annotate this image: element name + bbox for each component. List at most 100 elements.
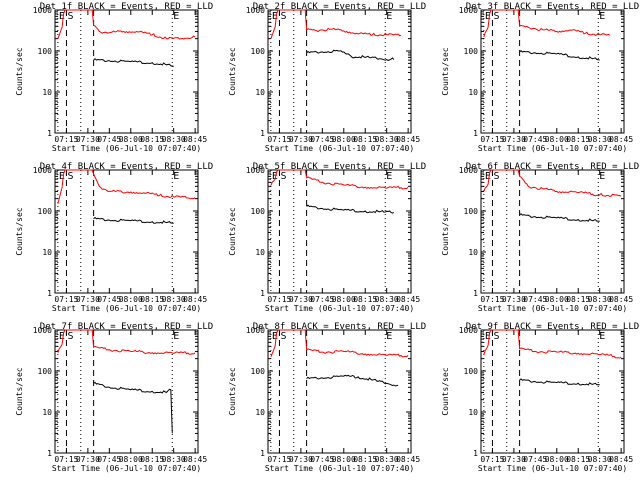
panel-2-series-lld-line: [270, 9, 402, 39]
panel-7-marker-label: E: [173, 331, 179, 342]
panel-1-x-tick-label: 08:30: [162, 135, 186, 144]
panel-8-x-tick-label: 08:15: [353, 455, 377, 464]
panel-4-series-events-line: [93, 216, 174, 224]
panel-3-x-axis-label: Start Time (06-Jul-10 07:07:40): [478, 144, 627, 153]
panel-1-y-tick-label: 100: [38, 47, 53, 56]
panel-1-marker-label: E: [59, 11, 65, 22]
panel-9-x-tick-label: 07:30: [502, 455, 526, 464]
panel-7-series-events-line: [93, 381, 173, 434]
panel-3-y-tick-label: 10: [468, 88, 478, 97]
panel-2-y-tick-label: 100: [251, 47, 266, 56]
panel-5-plot-frame: [267, 169, 412, 294]
panel-6-title: Det 6f BLACK = Events, RED = LLD: [466, 162, 639, 172]
panel-2-x-tick-label: 08:15: [353, 135, 377, 144]
panel-4-y-tick-label: 1: [47, 289, 52, 298]
panel-3-marker-label: E: [485, 11, 491, 22]
panel-9-marker-label: E: [485, 331, 491, 342]
panel-3-x-tick-label: 07:15: [480, 135, 504, 144]
panel-8-x-tick-label: 08:45: [396, 455, 420, 464]
panel-7-x-tick-label: 07:15: [54, 455, 78, 464]
panel-7-x-tick-label: 08:45: [183, 455, 207, 464]
panel-1-y-tick-label: 10: [42, 88, 52, 97]
panel-6-y-tick-label: 1: [473, 289, 478, 298]
panel-6-y-tick-label: 1000: [459, 166, 478, 175]
panel-9-x-tick-label: 07:15: [480, 455, 504, 464]
panel-6-marker-label: S: [493, 171, 499, 182]
panel-6-x-tick-label: 07:30: [502, 295, 526, 304]
panel-2-x-tick-label: 08:00: [332, 135, 356, 144]
panel-1-x-axis-label: Start Time (06-Jul-10 07:07:40): [52, 144, 201, 153]
panel-1-title: Det 1f BLACK = Events, RED = LLD: [40, 2, 213, 12]
panel-5-x-tick-label: 07:45: [310, 295, 334, 304]
panel-4-y-tick-label: 1000: [33, 166, 52, 175]
panel-2-plot-frame: [267, 9, 412, 134]
panel-7-y-axis-label: Counts/sec: [15, 367, 24, 415]
panel-6-x-tick-label: 08:30: [588, 295, 612, 304]
panel-5-y-tick-label: 100: [251, 207, 266, 216]
panel-8-x-axis-label: Start Time (06-Jul-10 07:07:40): [265, 464, 414, 473]
panel-7-x-tick-label: 07:30: [76, 455, 100, 464]
panel-7-marker-label: E: [59, 331, 65, 342]
panel-7-series-lld-line: [57, 329, 196, 355]
panel-5-marker-label: S: [280, 171, 286, 182]
panel-4-y-axis-label: Counts/sec: [15, 207, 24, 255]
panel-4-y-tick-label: 100: [38, 207, 53, 216]
panel-8-x-tick-label: 08:30: [375, 455, 399, 464]
panel-1-x-tick-label: 08:45: [183, 135, 207, 144]
panel-9-x-axis-label: Start Time (06-Jul-10 07:07:40): [478, 464, 627, 473]
panel-7-marker-label: S: [67, 331, 73, 342]
panel-2-y-tick-label: 10: [255, 88, 265, 97]
panel-4-marker-label: E: [59, 171, 65, 182]
panel-1-x-tick-label: 08:00: [119, 135, 143, 144]
panel-6-marker-label: E: [485, 171, 491, 182]
panel-3-series-events-line: [519, 50, 600, 61]
panel-5-y-axis-label: Counts/sec: [228, 207, 237, 255]
panel-4-x-tick-label: 07:30: [76, 295, 100, 304]
panel-5-marker-label: E: [386, 171, 392, 182]
panel-2-title: Det 2f BLACK = Events, RED = LLD: [253, 2, 426, 12]
panel-2-x-tick-label: 08:45: [396, 135, 420, 144]
panel-4-x-tick-label: 08:15: [140, 295, 164, 304]
panel-2-marker-label: E: [272, 11, 278, 22]
panel-2-y-tick-label: 1000: [246, 6, 265, 15]
panel-1-x-tick-label: 07:15: [54, 135, 78, 144]
panel-4-plot-frame: [54, 169, 199, 294]
panel-9-y-tick-label: 1000: [459, 326, 478, 335]
panel-1-marker-label: S: [67, 11, 73, 22]
panel-4-marker-label: S: [67, 171, 73, 182]
panel-3-marker-label: E: [599, 11, 605, 22]
panel-7-x-tick-label: 08:00: [119, 455, 143, 464]
panel-2-marker-label: E: [386, 11, 392, 22]
panel-6-y-tick-label: 10: [468, 248, 478, 257]
panel-4-x-tick-label: 08:30: [162, 295, 186, 304]
panel-5-y-tick-label: 10: [255, 248, 265, 257]
panel-3-marker-label: S: [493, 11, 499, 22]
panel-4-marker-label: E: [173, 171, 179, 182]
panel-3-title: Det 3f BLACK = Events, RED = LLD: [466, 2, 639, 12]
panel-5-series-lld-line: [270, 169, 409, 190]
panel-9-series-lld-line: [483, 329, 622, 359]
panel-3-x-tick-label: 08:00: [545, 135, 569, 144]
panel-9-x-tick-label: 08:00: [545, 455, 569, 464]
panel-4-title: Det 4f BLACK = Events, RED = LLD: [40, 162, 213, 172]
panel-6-x-axis-label: Start Time (06-Jul-10 07:07:40): [478, 304, 627, 313]
panel-6-plot-frame: [480, 169, 625, 294]
panel-7-y-tick-label: 10: [42, 408, 52, 417]
panel-5-x-axis-label: Start Time (06-Jul-10 07:07:40): [265, 304, 414, 313]
panel-6-y-axis-label: Counts/sec: [441, 207, 450, 255]
panel-5-marker-label: E: [272, 171, 278, 182]
panel-1-plot-frame: [54, 9, 199, 134]
panel-1-x-tick-label: 07:45: [97, 135, 121, 144]
panel-1-y-tick-label: 1: [47, 129, 52, 138]
panel-3-x-tick-label: 08:30: [588, 135, 612, 144]
panel-9-x-tick-label: 08:30: [588, 455, 612, 464]
panel-9-x-tick-label: 08:45: [609, 455, 633, 464]
panel-1-x-tick-label: 07:30: [76, 135, 100, 144]
panel-6-x-tick-label: 08:15: [566, 295, 590, 304]
panel-1-series-lld-line: [57, 9, 196, 40]
panel-8-plot-frame: [267, 329, 412, 454]
panel-8-y-tick-label: 100: [251, 367, 266, 376]
panel-5-title: Det 5f BLACK = Events, RED = LLD: [253, 162, 426, 172]
panel-6-marker-label: E: [599, 171, 605, 182]
